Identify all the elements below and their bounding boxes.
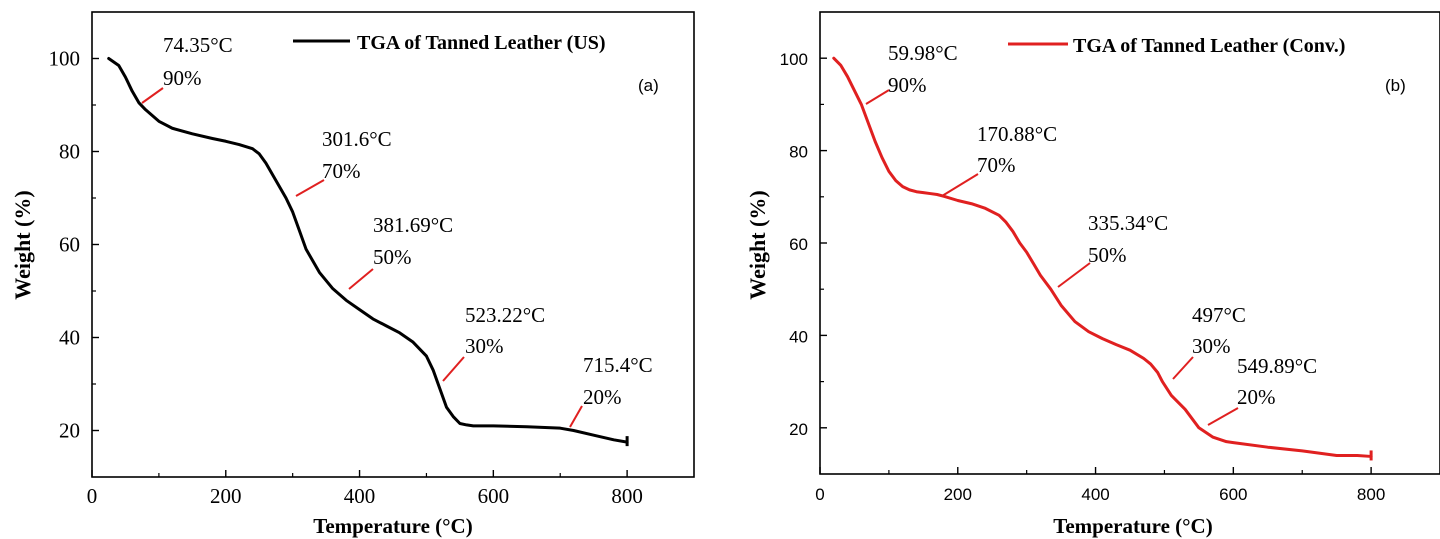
annotation-pct: 30% — [1192, 334, 1231, 358]
y-tick-label: 40 — [59, 326, 80, 350]
y-tick-label: 60 — [789, 235, 808, 254]
annotation-leader — [1057, 262, 1091, 288]
series-line — [832, 56, 1373, 458]
annotation-pct: 50% — [1088, 243, 1127, 267]
x-axis-title: Temperature (°C) — [1053, 514, 1212, 538]
annotation-temp: 715.4°C — [583, 353, 653, 377]
x-tick-label: 400 — [344, 484, 376, 508]
y-tick-label: 40 — [789, 327, 808, 346]
panel-label: (a) — [638, 76, 659, 95]
x-tick-label: 0 — [815, 485, 824, 504]
y-tick-label: 80 — [789, 143, 808, 162]
y-axis-title: Weight (%) — [745, 190, 770, 299]
x-tick-label: 200 — [944, 485, 972, 504]
y-tick-label: 20 — [59, 419, 80, 443]
x-tick-label: 400 — [1081, 485, 1109, 504]
chart-panel-a: 0 200 400 600 800 20 40 60 80 100 Weight (%) Temper… — [10, 11, 695, 538]
x-tick-label: 0 — [87, 484, 98, 508]
x-tick-label: 600 — [478, 484, 510, 508]
x-tick-label: 800 — [611, 484, 643, 508]
series-line — [107, 57, 629, 444]
annotation-temp: 381.69°C — [373, 213, 453, 237]
y-tick-label: 100 — [49, 47, 81, 71]
annotation-leader — [865, 89, 890, 105]
y-tick-label: 80 — [59, 140, 80, 164]
y-axis-title: Weight (%) — [10, 190, 35, 299]
annotation-pct: 90% — [888, 73, 927, 97]
y-tick-label: 20 — [789, 420, 808, 439]
x-tick-label: 600 — [1219, 485, 1247, 504]
annotation-leader — [348, 268, 374, 290]
annotation-temp: 497°C — [1192, 303, 1246, 327]
annotation-temp: 335.34°C — [1088, 211, 1168, 235]
annotation-pct: 30% — [465, 334, 504, 358]
annotation-leader — [941, 173, 979, 197]
annotation-leader — [569, 405, 583, 428]
annotation-temp: 59.98°C — [888, 41, 958, 65]
y-tick-label: 100 — [780, 50, 808, 69]
annotation-temp: 549.89°C — [1237, 354, 1317, 378]
chart-panel-b: 0 200 400 600 800 20 40 60 80 100 Weight (%) Temper… — [745, 11, 1440, 538]
annotation-leader — [295, 179, 325, 197]
annotation-pct: 90% — [163, 66, 202, 90]
annotation-pct: 50% — [373, 245, 412, 269]
annotation-pct: 70% — [322, 159, 361, 183]
annotation-pct: 70% — [977, 153, 1016, 177]
annotation-temp: 301.6°C — [322, 127, 392, 151]
legend-label: TGA of Tanned Leather (Conv.) — [1073, 35, 1345, 57]
annotation-pct: 20% — [1237, 385, 1276, 409]
legend-label: TGA of Tanned Leather (US) — [357, 32, 606, 54]
annotation-leader — [442, 356, 465, 382]
annotation-temp: 170.88°C — [977, 122, 1057, 146]
annotation-leader — [1207, 407, 1239, 426]
annotation-temp: 74.35°C — [163, 33, 233, 57]
x-tick-label: 200 — [210, 484, 242, 508]
y-tick-label: 60 — [59, 233, 80, 257]
panel-label: (b) — [1385, 76, 1406, 95]
annotation-leader — [1172, 356, 1194, 380]
annotation-pct: 20% — [583, 385, 622, 409]
x-axis-title: Temperature (°C) — [313, 514, 472, 538]
x-tick-label: 800 — [1357, 485, 1385, 504]
annotation-leader — [141, 87, 164, 104]
annotation-temp: 523.22°C — [465, 303, 545, 327]
